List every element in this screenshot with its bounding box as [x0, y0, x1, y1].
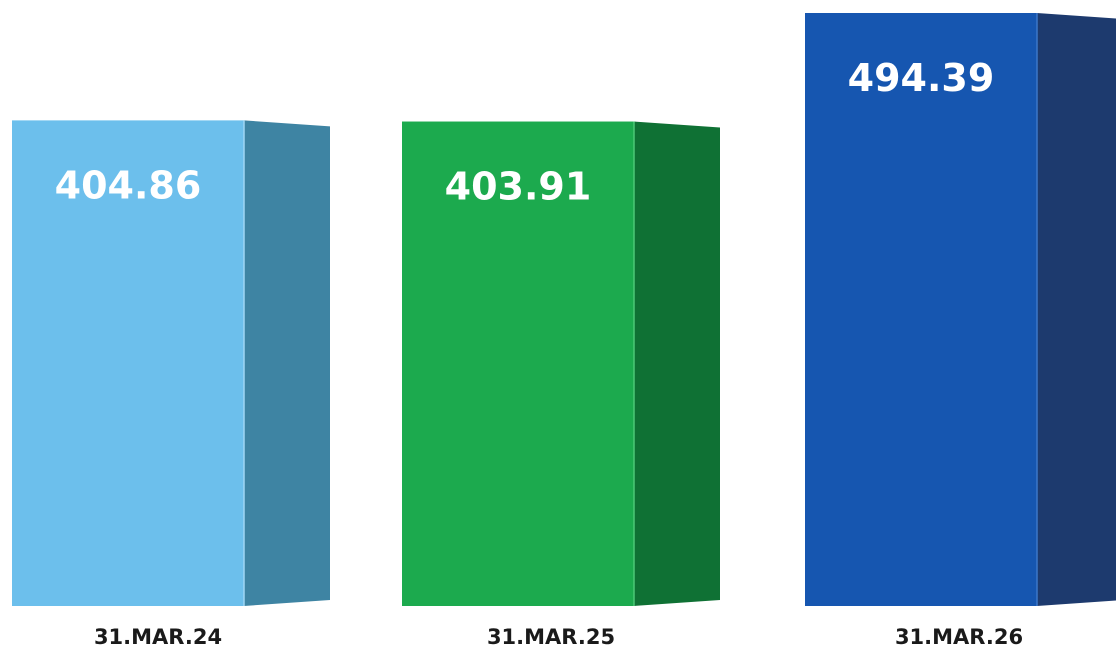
category-label-3: 31.MAR.26 — [895, 625, 1023, 649]
category-label-2: 31.MAR.25 — [487, 625, 615, 649]
bar-2 — [402, 121, 634, 607]
data-label-3: 494.39 — [848, 56, 995, 100]
data-label-1: 404.86 — [55, 163, 202, 207]
bar-1 — [12, 120, 244, 607]
data-label-2: 403.91 — [445, 165, 592, 209]
bar-group-2: 403.91 31.MAR.25 — [402, 121, 720, 649]
bar-side-3 — [1037, 13, 1116, 606]
bar-side-1 — [244, 120, 330, 607]
bar-side-2 — [634, 121, 720, 607]
bar-group-3: 494.39 31.MAR.26 — [805, 13, 1116, 649]
bar-3 — [805, 13, 1037, 606]
category-label-1: 31.MAR.24 — [94, 625, 222, 649]
bar-group-1: 404.86 31.MAR.24 — [12, 120, 330, 649]
